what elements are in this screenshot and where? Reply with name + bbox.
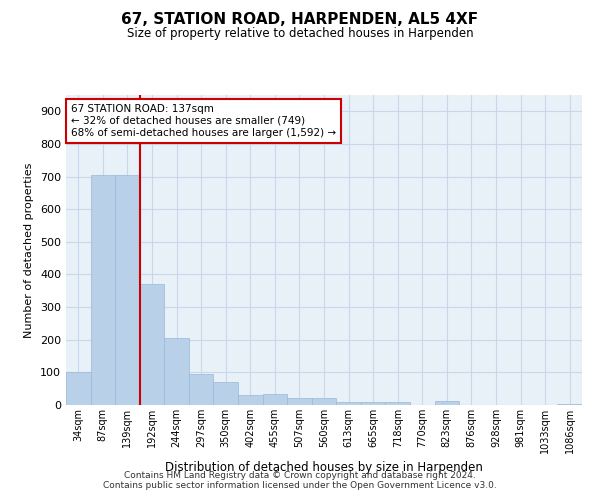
Bar [287, 398, 312, 405]
Bar [263, 394, 287, 405]
Text: 67, STATION ROAD, HARPENDEN, AL5 4XF: 67, STATION ROAD, HARPENDEN, AL5 4XF [121, 12, 479, 28]
Bar [115, 175, 140, 405]
Bar [336, 402, 361, 405]
Bar [214, 382, 238, 405]
Bar [91, 175, 115, 405]
Bar [66, 372, 91, 405]
Bar [385, 402, 410, 405]
Bar [557, 404, 582, 405]
Bar [140, 284, 164, 405]
Bar [164, 338, 189, 405]
Bar [361, 402, 385, 405]
Text: Size of property relative to detached houses in Harpenden: Size of property relative to detached ho… [127, 28, 473, 40]
Text: Contains HM Land Registry data © Crown copyright and database right 2024.
Contai: Contains HM Land Registry data © Crown c… [103, 470, 497, 490]
Bar [189, 374, 214, 405]
Bar [238, 395, 263, 405]
Text: 67 STATION ROAD: 137sqm
← 32% of detached houses are smaller (749)
68% of semi-d: 67 STATION ROAD: 137sqm ← 32% of detache… [71, 104, 336, 138]
Bar [312, 398, 336, 405]
X-axis label: Distribution of detached houses by size in Harpenden: Distribution of detached houses by size … [165, 462, 483, 474]
Y-axis label: Number of detached properties: Number of detached properties [25, 162, 34, 338]
Bar [434, 401, 459, 405]
